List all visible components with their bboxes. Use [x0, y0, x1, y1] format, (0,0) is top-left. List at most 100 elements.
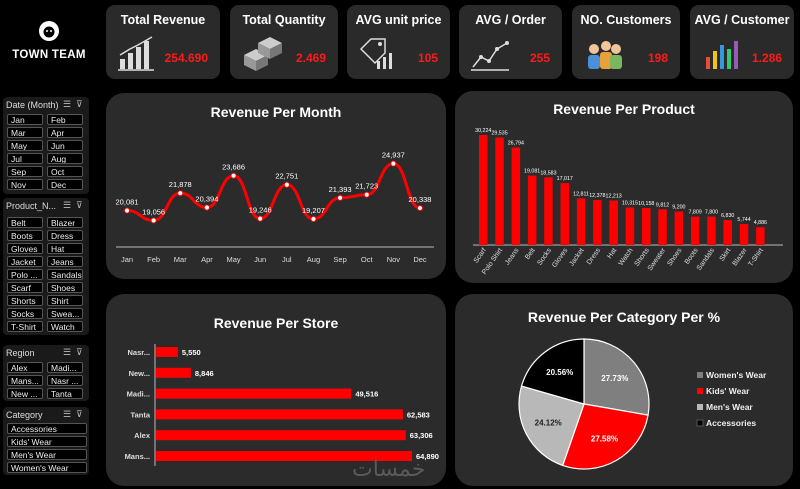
slicer-item[interactable]: Nov	[7, 179, 43, 190]
kpi-no-customers: NO. Customers 198	[572, 5, 680, 79]
slicer-item[interactable]: Nasr ...	[47, 375, 83, 386]
slicer-item[interactable]: Dress	[47, 230, 83, 241]
multi-select-icon[interactable]: ☰	[63, 409, 72, 419]
kpi-title: AVG / Order	[475, 13, 546, 27]
slicer-item[interactable]: Blazer	[47, 217, 83, 228]
slicer-item[interactable]: Mar	[7, 127, 43, 138]
slicer-title: Date (Month)	[6, 100, 59, 110]
slicer-item[interactable]: Feb	[47, 114, 83, 125]
bar	[739, 224, 749, 245]
slicer-item[interactable]: Oct	[47, 166, 83, 177]
slicer-item[interactable]: Swea...	[47, 308, 83, 319]
multi-select-icon[interactable]: ☰	[63, 347, 72, 357]
data-label: 19,056	[142, 207, 165, 216]
pie-slice	[583, 338, 650, 416]
slicer-item[interactable]: Belt	[7, 217, 43, 228]
chart-title: Revenue Per Store	[213, 315, 339, 331]
slicer-item[interactable]: Shirt	[47, 295, 83, 306]
slicer-item[interactable]: Women's Wear	[7, 462, 87, 473]
clear-filter-icon[interactable]: ⊽	[76, 347, 83, 357]
data-point	[123, 207, 131, 214]
chart-title: Revenue Per Product	[553, 101, 695, 117]
slicer-item[interactable]: Dec	[47, 179, 83, 190]
data-label: 9,200	[672, 205, 685, 211]
data-point	[257, 215, 264, 222]
clear-filter-icon[interactable]: ⊽	[76, 409, 83, 419]
clear-filter-icon[interactable]: ⊽	[76, 99, 83, 109]
slicer-item[interactable]: Sep	[7, 166, 43, 177]
slicer-category: Category ☰ ⊽ Accessories Kids' Wear Men's …	[3, 407, 89, 475]
line-chart-icon	[471, 41, 509, 71]
data-label: 21,723	[355, 182, 378, 191]
slicer-item[interactable]: Scarf	[7, 282, 43, 293]
bar	[156, 347, 178, 357]
horizontal-bar-chart: 5,550 Nasr... 8,846 New... 49,516 Madi... 62,5…	[125, 344, 439, 466]
slicer-item[interactable]: Socks	[7, 308, 43, 319]
slicer-item[interactable]: Sandals	[47, 269, 83, 280]
slicer-item[interactable]: Jan	[7, 114, 43, 125]
x-tick-label: Dec	[413, 255, 427, 264]
slicer-item[interactable]: Jacket	[7, 256, 43, 267]
clear-filter-icon[interactable]: ⊽	[76, 200, 83, 210]
data-label: 30,224	[475, 128, 491, 134]
slicer-month: Date (Month) ☰ ⊽ Jan Feb Mar Apr May Jun Jul Au…	[3, 97, 89, 194]
slicer-item[interactable]: May	[7, 140, 43, 151]
slicer-item[interactable]: Jeans	[47, 256, 83, 267]
bar	[756, 227, 765, 245]
data-label: 20,081	[116, 198, 139, 207]
data-label: 26,794	[508, 140, 524, 146]
slicer-item[interactable]: Aug	[47, 153, 83, 164]
bar	[527, 175, 537, 245]
y-tick-label: Madi...	[127, 390, 150, 399]
kpi-avg-order: AVG / Order 255	[459, 5, 562, 79]
bar	[674, 211, 684, 245]
bar	[479, 135, 488, 245]
bar	[707, 216, 716, 245]
legend-swatch	[697, 404, 703, 410]
slicer-item[interactable]: Kids' Wear	[7, 436, 87, 447]
kpi-avg-customer: AVG / Customer 1.286	[690, 5, 794, 79]
slicer-item[interactable]: T-Shirt	[7, 321, 43, 332]
slicer-item[interactable]: Tanta	[47, 388, 83, 399]
slice-label: 24.12%	[535, 419, 562, 428]
x-tick-label: Sandals	[696, 247, 717, 272]
data-label: 29,535	[491, 131, 507, 137]
slicer-item[interactable]: Shoes	[47, 282, 83, 293]
kpi-title: Total Revenue	[120, 13, 206, 27]
slicer-item[interactable]: Madi...	[47, 362, 83, 373]
x-tick-label: Oct	[361, 255, 374, 264]
slicer-item[interactable]: Men's Wear	[7, 449, 87, 460]
data-label: 17,017	[557, 176, 573, 182]
brand-logo: TOWN TEAM	[6, 8, 92, 74]
legend-label: Accessories	[706, 418, 756, 428]
boxes-icon	[244, 37, 282, 71]
price-tag-icon	[359, 38, 392, 69]
slicer-item[interactable]: Jul	[7, 153, 43, 164]
kpi-total-revenue: Total Revenue 254.690	[106, 5, 220, 79]
kpi-title: AVG unit price	[355, 13, 442, 27]
pie-slice	[518, 385, 585, 467]
data-point	[150, 217, 157, 224]
slicer-item[interactable]: Jun	[47, 140, 83, 151]
people-icon	[588, 41, 622, 69]
slicer-item[interactable]: Apr	[47, 127, 83, 138]
panel-revenue-per-store: Revenue Per Store 5,550 Nasr... 8,846 New..…	[106, 294, 446, 486]
slicer-item[interactable]: Hat	[47, 243, 83, 254]
slicer-item[interactable]: Watch	[47, 321, 83, 332]
bar	[560, 183, 569, 245]
x-tick-label: Dress	[586, 247, 603, 266]
multi-select-icon[interactable]: ☰	[63, 200, 72, 210]
data-point	[390, 160, 397, 167]
slicer-product: Product_N... ☰ ⊽ Belt Blazer Boots Dress Glo…	[3, 198, 89, 335]
multi-select-icon[interactable]: ☰	[63, 99, 72, 109]
slicer-item[interactable]: Alex	[7, 362, 43, 373]
slicer-item[interactable]: Shorts	[7, 295, 43, 306]
slicer-item[interactable]: Polo ...	[7, 269, 43, 280]
slicer-item[interactable]: Boots	[7, 230, 43, 241]
slicer-item[interactable]: New ...	[7, 388, 43, 399]
chart-title: Revenue Per Month	[210, 104, 342, 120]
slicer-item[interactable]: Gloves	[7, 243, 43, 254]
data-label: 10,315	[622, 200, 638, 206]
slicer-item[interactable]: Mans...	[7, 375, 43, 386]
slicer-item[interactable]: Accessories	[7, 423, 87, 434]
